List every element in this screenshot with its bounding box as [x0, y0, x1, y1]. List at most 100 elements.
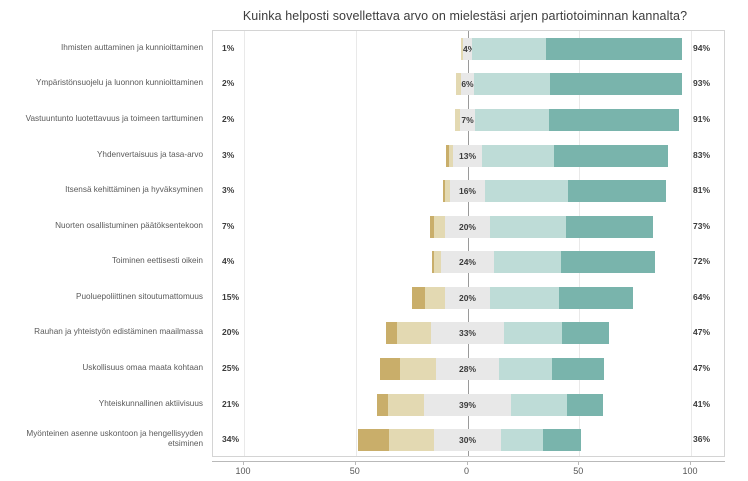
- stacked-bar: 39%: [213, 393, 724, 416]
- positive-percent-label: 72%: [693, 256, 711, 267]
- bar-segment-neg-weak: [397, 322, 431, 345]
- negative-percent-label: 15%: [222, 291, 240, 302]
- axis-tick-label: 100: [235, 466, 251, 476]
- axis-tick-mark: [354, 461, 356, 465]
- neutral-percent-label: 24%: [458, 257, 476, 268]
- bar-row: 13%: [213, 138, 724, 174]
- bar-segment-pos-strong: [565, 215, 653, 238]
- negative-percent-label: 1%: [222, 42, 235, 53]
- negative-percent-label: 3%: [222, 149, 235, 160]
- category-label: Itsensä kehittäminen ja hyväksyminen: [65, 185, 203, 195]
- bar-segment-pos-weak: [498, 358, 553, 381]
- bar-row: 20%: [213, 280, 724, 316]
- neutral-percent-label: 20%: [458, 292, 476, 303]
- neutral-percent-label: 4%: [463, 43, 476, 54]
- neutral-percent-label: 30%: [458, 435, 476, 446]
- bar-segment-pos-strong: [559, 286, 633, 309]
- axis-tick-mark: [466, 461, 468, 465]
- bar-row: 24%: [213, 245, 724, 281]
- bar-segment-pos-strong: [566, 393, 603, 416]
- bar-segment-neutral: [445, 215, 490, 238]
- bar-segment-neutral: [430, 322, 505, 345]
- bar-segment-pos-strong: [550, 73, 683, 96]
- bar-segment-neutral: [463, 37, 472, 60]
- negative-percent-label: 3%: [222, 185, 235, 196]
- bar-segment-pos-strong: [553, 144, 668, 167]
- neutral-percent-label: 13%: [458, 150, 476, 161]
- neutral-percent-label: 28%: [458, 364, 476, 375]
- axis-tick-mark: [690, 461, 691, 465]
- stacked-bar: 4%: [213, 37, 724, 60]
- zero-reference-line: [467, 31, 469, 456]
- bar-row: 33%: [213, 316, 724, 352]
- bar-segment-neg-strong: [442, 180, 446, 203]
- bar-segment-neg-weak: [460, 37, 464, 60]
- negative-percent-label: 2%: [222, 78, 235, 89]
- stacked-bar: 16%: [213, 180, 724, 203]
- negative-percent-label: 34%: [222, 434, 240, 445]
- bar-segment-neutral: [459, 108, 476, 131]
- axis-tick-label: 50: [349, 466, 360, 476]
- bar-segment-neg-weak: [456, 73, 461, 96]
- positive-percent-label: 47%: [693, 327, 711, 338]
- stacked-bar: 30%: [213, 429, 724, 452]
- stacked-bar: 33%: [213, 322, 724, 345]
- gridline: [244, 31, 245, 456]
- bar-row: 28%: [213, 351, 724, 387]
- positive-percent-label: 93%: [693, 78, 711, 89]
- bar-row: 20%: [213, 209, 724, 245]
- positive-percent-label: 36%: [693, 434, 711, 445]
- bar-segment-neg-weak: [400, 358, 437, 381]
- category-label: Uskollisuus omaa maata kohtaan: [82, 363, 203, 373]
- bar-segment-neutral: [452, 144, 483, 167]
- bar-segment-pos-strong: [549, 108, 679, 131]
- bar-row: 16%: [213, 173, 724, 209]
- negative-percent-label: 21%: [222, 398, 240, 409]
- bar-segment-pos-weak: [501, 429, 544, 452]
- category-label: Vastuuntunto luotettavuus ja toimeen tar…: [25, 113, 203, 123]
- negative-percent-label: 4%: [222, 256, 235, 267]
- negative-percent-label: 2%: [222, 113, 235, 124]
- stacked-bar: 13%: [213, 144, 724, 167]
- bar-segment-neutral: [460, 73, 475, 96]
- bar-segment-neg-strong: [385, 322, 398, 345]
- bar-segment-pos-weak: [489, 286, 560, 309]
- axis-tick-label: 50: [573, 466, 584, 476]
- bar-segment-pos-strong: [562, 322, 610, 345]
- bar-segment-neutral: [440, 251, 495, 274]
- category-label: Toiminen eettisesti oikein: [111, 256, 203, 266]
- positive-percent-label: 41%: [693, 398, 711, 409]
- bar-segment-pos-weak: [482, 144, 554, 167]
- page-title: Kuinka helposti sovellettava arvo on mie…: [242, 9, 688, 23]
- bar-segment-pos-weak: [474, 73, 551, 96]
- bar-segment-neutral: [433, 429, 502, 452]
- bar-row: 6%: [213, 67, 724, 103]
- axis-tick-label: 100: [682, 466, 698, 476]
- bar-segment-neg-strong: [429, 215, 434, 238]
- category-label: Rauhan ja yhteistyön edistäminen maailma…: [34, 327, 203, 337]
- bar-segment-neg-weak: [425, 286, 446, 309]
- category-label: Puoluepoliittinen sitoutumattomuus: [76, 291, 203, 301]
- neutral-percent-label: 6%: [461, 79, 474, 90]
- category-label: Ympäristönsuojelu ja luonnon kunnioittam…: [35, 78, 203, 88]
- stacked-bar: 20%: [213, 286, 724, 309]
- bar-segment-neutral: [436, 358, 499, 381]
- axis-tick-mark: [243, 461, 244, 465]
- category-label: Yhteiskunnallinen aktiivisuus: [98, 398, 203, 408]
- category-label: Nuorten osallistuminen päätöksentekoon: [55, 220, 203, 230]
- bar-segment-pos-weak: [485, 180, 569, 203]
- bar-segment-neg-weak: [388, 393, 424, 416]
- neutral-percent-label: 33%: [458, 328, 476, 339]
- category-label: Yhdenvertaisuus ja tasa-arvo: [96, 149, 203, 159]
- positive-percent-label: 47%: [693, 363, 711, 374]
- plot-panel: 4% 6% 7% 13% 16% 20% 24% 20% 33% 28% 39% 30%: [212, 30, 725, 457]
- bar-segment-neutral: [449, 180, 486, 203]
- neutral-percent-label: 16%: [458, 186, 476, 197]
- bar-segment-pos-weak: [471, 37, 546, 60]
- category-label: Ihmisten auttaminen ja kunnioittaminen: [61, 42, 203, 52]
- bar-segment-neg-weak: [433, 215, 446, 238]
- bar-segment-neg-strong: [380, 358, 401, 381]
- axis-tick-label: 0: [463, 466, 469, 476]
- stacked-bar: 24%: [213, 251, 724, 274]
